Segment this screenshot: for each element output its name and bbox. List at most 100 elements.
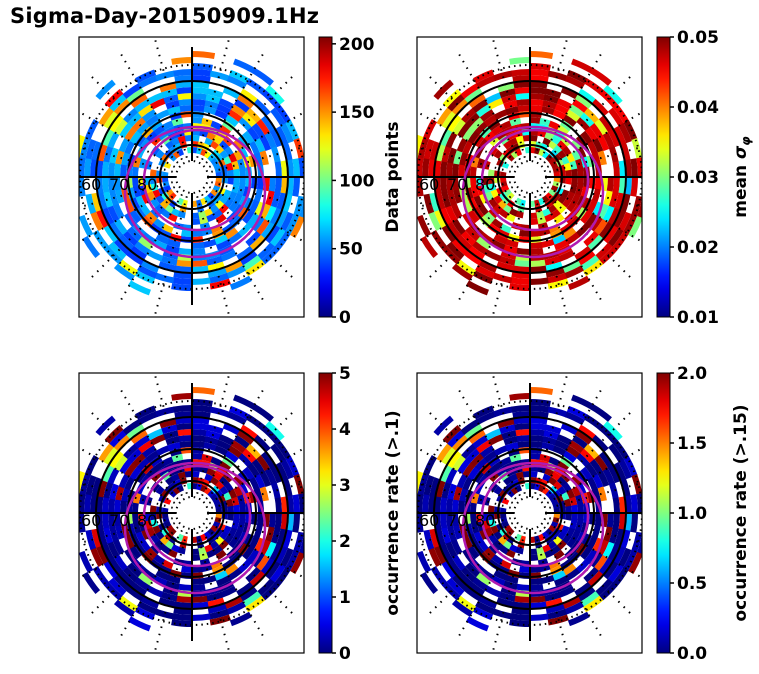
- heatmap-cell: [155, 530, 165, 540]
- heatmap-cell: [540, 239, 555, 249]
- heatmap-cell: [192, 135, 200, 142]
- dotted-meridian-line: [543, 411, 632, 500]
- heatmap-cell: [583, 259, 604, 277]
- heatmap-cell: [210, 120, 223, 131]
- heatmap-cell: [461, 107, 477, 124]
- heatmap-cell: [150, 97, 167, 110]
- heatmap-cell: [218, 434, 235, 446]
- heatmap-cell: [492, 608, 513, 620]
- heatmap-cell: [492, 539, 504, 550]
- heatmap-cell: [225, 601, 246, 615]
- heatmap-cell: [85, 193, 97, 214]
- heatmap-cell: [249, 234, 266, 252]
- heatmap-cell: [439, 176, 448, 193]
- heatmap-cell: [423, 529, 435, 550]
- dotted-meridian-line: [546, 522, 642, 579]
- heatmap-cell: [269, 543, 283, 562]
- heatmap-cell: [510, 277, 530, 285]
- heatmap-cell: [557, 486, 567, 496]
- heatmap-cell: [553, 575, 569, 587]
- heatmap-cell: [430, 230, 448, 251]
- heatmap-cell: [218, 476, 230, 487]
- heatmap-cell: [223, 260, 243, 274]
- heatmap-cell: [589, 123, 604, 139]
- heatmap-cell: [597, 486, 607, 502]
- heatmap-cell: [168, 192, 177, 200]
- heatmap-cell: [470, 116, 485, 131]
- heatmap-cell: [553, 549, 565, 561]
- heatmap-cell: [535, 546, 545, 555]
- heatmap-cell: [571, 177, 578, 186]
- heatmap-cell: [618, 160, 626, 178]
- heatmap-cell: [587, 477, 598, 492]
- heatmap-cell: [260, 451, 276, 469]
- dotted-latitude-circle: [513, 160, 547, 194]
- heatmap-cell: [117, 234, 135, 251]
- heatmap-cell: [509, 283, 530, 291]
- dotted-meridian-line: [90, 526, 179, 615]
- heatmap-cell: [567, 611, 590, 627]
- heatmap-cell: [468, 93, 486, 109]
- heatmap-cell: [163, 161, 172, 169]
- heatmap-cell: [144, 512, 151, 522]
- heatmap-cell: [509, 57, 532, 65]
- heatmap-cell: [239, 586, 258, 602]
- radial-tick-label: 70: [447, 175, 467, 194]
- heatmap-cell: [516, 99, 531, 107]
- heatmap-cell: [513, 595, 530, 603]
- dotted-meridian-line: [90, 411, 179, 500]
- heatmap-cell: [160, 208, 171, 219]
- heatmap-cell: [191, 265, 209, 273]
- heatmap-cell: [617, 211, 632, 232]
- heatmap-cell: [530, 117, 542, 124]
- heatmap-cell: [441, 110, 458, 129]
- heatmap-cell: [134, 98, 151, 113]
- dotted-meridian-line: [492, 39, 526, 158]
- heatmap-cell: [488, 169, 495, 177]
- heatmap-cell: [484, 130, 496, 143]
- heatmap-cell: [204, 151, 212, 159]
- heatmap-cell: [505, 213, 516, 223]
- heatmap-cell: [529, 265, 547, 273]
- heatmap-cell: [245, 444, 262, 460]
- heatmap-cell: [550, 185, 559, 193]
- heatmap-cell: [586, 535, 598, 550]
- heatmap-cell: [176, 533, 184, 542]
- heatmap-cell: [108, 450, 124, 468]
- colorbar-tick-label: 1.0: [677, 504, 707, 524]
- heatmap-cell: [91, 528, 102, 548]
- dotted-meridian-line: [211, 181, 304, 209]
- heatmap-cell: [138, 103, 154, 118]
- colorbar-tick-label: 0.02: [677, 238, 719, 258]
- heatmap-cell: [223, 492, 232, 502]
- heatmap-cell: [238, 453, 253, 468]
- heatmap-cell: [191, 583, 206, 591]
- heatmap-cell: [452, 498, 460, 513]
- heatmap-cell: [587, 141, 598, 156]
- heatmap-cell: [245, 230, 261, 247]
- heatmap-cell: [260, 222, 276, 240]
- heatmap-cell: [514, 197, 522, 206]
- heatmap-cell: [160, 544, 171, 555]
- heatmap-cell: [163, 184, 172, 192]
- heatmap-cell: [219, 150, 229, 160]
- heatmap-cell: [428, 210, 442, 231]
- auroral-oval-inner: [480, 464, 590, 568]
- heatmap-cell: [551, 135, 562, 146]
- heatmap-cell: [552, 166, 560, 174]
- heatmap-cell: [90, 546, 104, 567]
- heatmap-cell: [460, 82, 480, 99]
- heatmap-cell: [488, 176, 495, 185]
- heatmap-cell: [79, 214, 94, 237]
- heatmap-cell: [467, 545, 480, 560]
- heatmap-cell: [161, 424, 179, 435]
- heatmap-cell: [224, 563, 239, 576]
- dotted-meridian-line: [539, 53, 602, 161]
- heatmap-cell: [569, 104, 585, 118]
- heatmap-cell: [501, 184, 510, 192]
- auroral-oval-inner: [142, 464, 252, 568]
- heatmap-cell: [214, 445, 229, 457]
- heatmap-cell: [429, 528, 440, 548]
- heatmap-cell: [445, 540, 458, 558]
- heatmap-cell: [254, 138, 266, 154]
